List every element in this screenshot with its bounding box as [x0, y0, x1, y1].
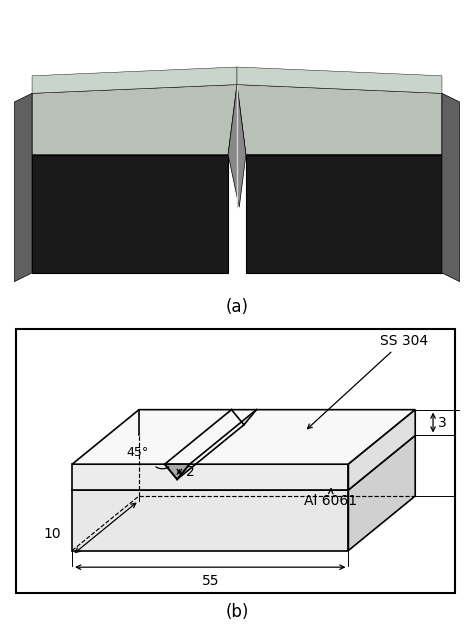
- Text: 3: 3: [438, 415, 447, 430]
- Polygon shape: [164, 464, 190, 479]
- Text: Al 6061: Al 6061: [304, 488, 357, 508]
- Polygon shape: [72, 410, 415, 464]
- Polygon shape: [348, 410, 415, 490]
- Polygon shape: [32, 84, 237, 155]
- Text: SS 304: SS 304: [308, 333, 428, 429]
- Polygon shape: [228, 84, 246, 207]
- Polygon shape: [442, 93, 460, 281]
- Text: 10: 10: [44, 527, 61, 541]
- Polygon shape: [72, 464, 348, 490]
- Polygon shape: [72, 436, 415, 490]
- Text: 2: 2: [186, 465, 195, 479]
- Text: 55: 55: [201, 574, 219, 588]
- Polygon shape: [237, 67, 442, 93]
- Polygon shape: [72, 490, 348, 550]
- Text: 45°: 45°: [127, 446, 149, 458]
- Text: (b): (b): [225, 603, 249, 621]
- Polygon shape: [14, 93, 32, 281]
- Polygon shape: [348, 436, 415, 550]
- Polygon shape: [237, 84, 442, 155]
- Polygon shape: [32, 67, 237, 93]
- Text: (a): (a): [226, 299, 248, 316]
- Polygon shape: [237, 84, 442, 155]
- Polygon shape: [32, 155, 228, 273]
- Polygon shape: [246, 155, 442, 273]
